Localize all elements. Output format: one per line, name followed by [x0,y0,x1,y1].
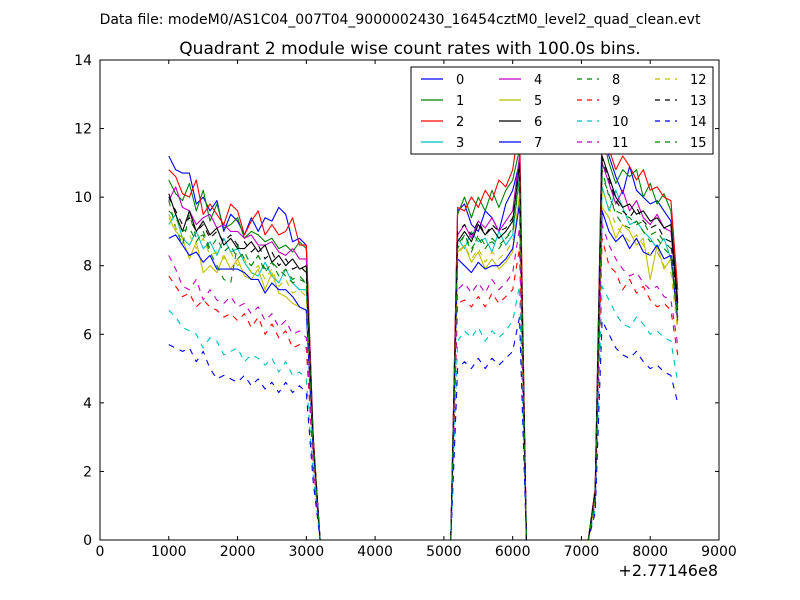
x-tick-label: 4000 [357,544,393,560]
x-tick-label: 5000 [426,544,462,560]
legend-label-5: 5 [534,94,542,109]
plot-lines [168,121,679,541]
legend-label-13: 13 [690,94,707,109]
x-tick-label: 8000 [632,544,668,560]
y-tick-label: 4 [83,396,92,412]
legend-label-3: 3 [456,136,464,151]
series-line-9 [168,237,679,541]
legend-label-2: 2 [456,115,464,130]
axes-frame [99,59,720,541]
x-tick-label: 0 [96,544,105,560]
series-line-6 [168,155,679,541]
legend-label-0: 0 [456,73,464,88]
legend-label-15: 15 [690,136,707,151]
series-line-11 [168,224,679,541]
series-line-12 [168,189,679,541]
legend-label-4: 4 [534,73,542,88]
y-tick-label: 6 [83,327,92,343]
x-tick-label: 2000 [220,544,256,560]
x-tick-label: 9000 [701,544,737,560]
x-tick-label: 1000 [151,544,187,560]
legend-label-9: 9 [612,94,620,109]
x-tick-label: 6000 [495,544,531,560]
data-file-suptitle: Data file: modeM0/AS1C04_007T04_90000024… [100,12,701,28]
legend-label-12: 12 [690,73,707,88]
legend-label-14: 14 [690,115,707,130]
x-tick-label: 3000 [289,544,325,560]
legend-label-7: 7 [534,136,542,151]
legend-label-8: 8 [612,73,620,88]
legend-label-1: 1 [456,94,464,109]
series-line-15 [168,172,679,541]
axes: 0 1000 2000 3000 4000 5000 6000 7000 8000 9000 0 2 4… [74,53,737,560]
y-tick-label: 12 [74,122,92,138]
series-line-14 [168,316,679,541]
series-line-13 [168,158,679,541]
y-tick-label: 8 [83,259,92,275]
series-line-2 [168,121,679,541]
y-tick-label: 10 [74,190,92,206]
y-tick-label: 14 [74,53,92,69]
y-tick-label: 0 [83,533,92,549]
x-tick-label: 7000 [564,544,600,560]
legend-label-11: 11 [612,136,629,151]
x-offset-label: +2.77146e8 [618,561,718,580]
legend-box [410,66,714,155]
series-line-10 [168,285,679,541]
chart-title: Quadrant 2 module wise count rates with … [179,39,640,59]
legend-label-10: 10 [612,115,629,130]
legend-label-6: 6 [534,115,542,130]
y-tick-label: 2 [83,464,92,480]
